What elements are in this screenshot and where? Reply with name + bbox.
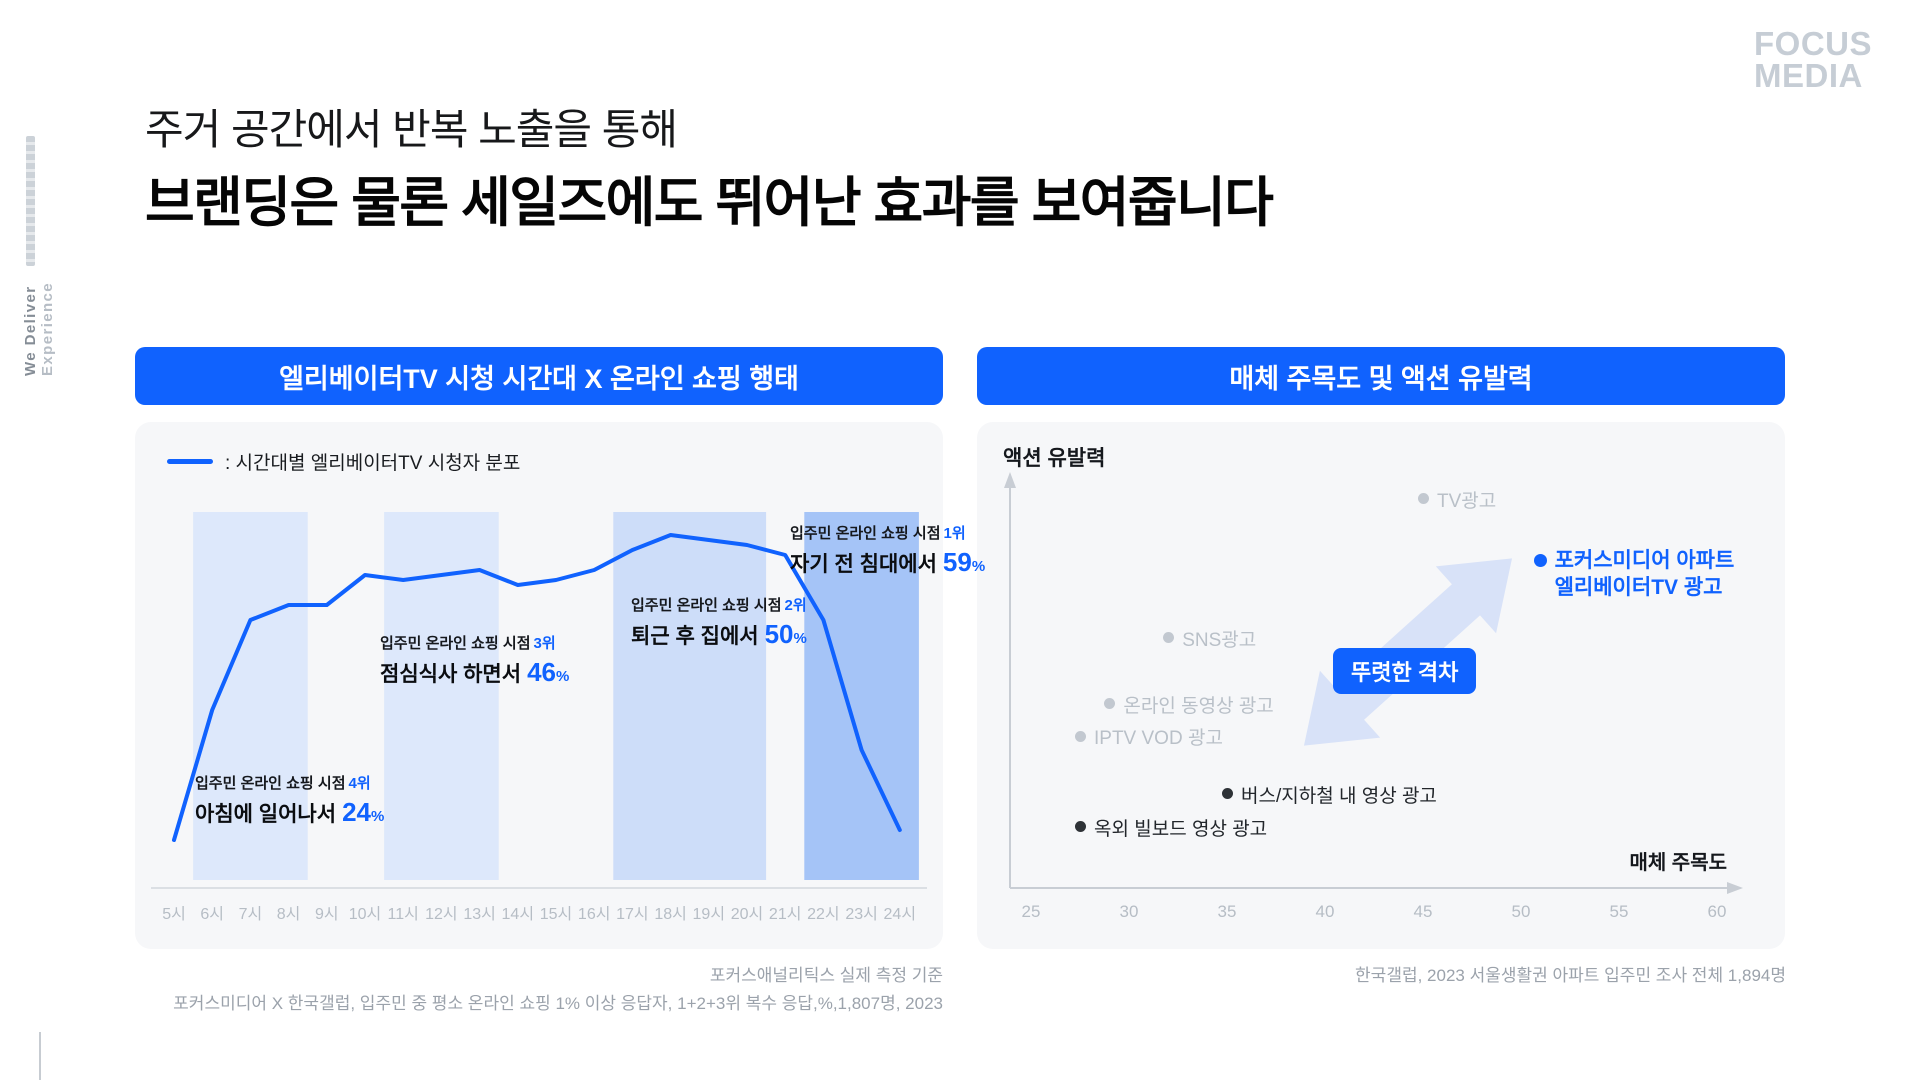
slide-subtitle: 주거 공간에서 반복 노출을 통해: [145, 106, 678, 153]
x-tick-label: 18시: [654, 906, 687, 923]
annotation-title: 입주민 온라인 쇼핑 시점 4위: [195, 775, 371, 792]
logo-line-1: FOCUS: [1754, 25, 1872, 62]
line-chart: [151, 512, 927, 889]
slide-title: 브랜딩은 물론 세일즈에도 뛰어난 효과를 보여줍니다: [145, 173, 1274, 233]
annotation-title: 입주민 온라인 쇼핑 시점 2위: [631, 597, 807, 614]
scatter-point: [1417, 493, 1429, 504]
x-tick-label: 24시: [883, 906, 917, 923]
x-tick-label: 25: [1021, 902, 1041, 921]
scatter-point: [1221, 788, 1233, 800]
scatter-point-label: 옥외 빌보드 영상 광고: [1094, 818, 1268, 840]
rail-text-experience: Experience: [39, 281, 56, 376]
annotation-title: 입주민 온라인 쇼핑 시점 1위: [790, 525, 966, 542]
x-tick-label: 35: [1217, 902, 1237, 921]
x-tick-label: 55: [1609, 902, 1629, 921]
legend-label: : 시간대별 엘리베이터TV 시청자 분포: [225, 453, 521, 474]
x-axis-arrowhead: [1727, 882, 1743, 894]
scatter-point-label: IPTV VOD 광고: [1094, 728, 1223, 750]
side-rail-text: We Deliver Experience: [22, 26, 56, 376]
scatter-point-label: SNS광고: [1182, 629, 1257, 651]
shopping-annotation-rank4: 입주민 온라인 쇼핑 시점 4위 아침에 일어나서 24%: [195, 772, 384, 828]
highlight-band: [804, 512, 919, 880]
footnote-line: 포커스애널리틱스 실제 측정 기준: [709, 966, 943, 985]
x-tick-label: 30: [1119, 902, 1139, 921]
scatter-point-label: TV광고: [1437, 490, 1497, 512]
chart-legend: : 시간대별 엘리베이터TV 시청자 분포: [167, 448, 520, 475]
x-tick-label: 50: [1511, 902, 1531, 921]
x-tick-label: 12시: [425, 906, 458, 923]
x-axis-ticks: 5시 6시 7시 8시 9시 10시 11시 12시 13시 14시 15시 16시 17시 18시 19시…: [135, 900, 943, 930]
x-tick-label: 10시: [348, 906, 382, 923]
viewer-distribution-line: [172, 533, 902, 842]
x-tick-label: 8시: [276, 906, 301, 923]
annotation-value: 점심식사 하면서 46%: [380, 657, 570, 687]
x-tick-label: 60: [1707, 902, 1727, 921]
x-tick-label: 19시: [692, 906, 726, 923]
x-tick-label: 23시: [845, 906, 878, 923]
scatter-point: [1103, 698, 1115, 709]
annotation-value: 자기 전 침대에서 59%: [790, 547, 986, 577]
x-tick-label: 17시: [616, 906, 649, 923]
x-tick-label: 9시: [314, 906, 339, 923]
x-tick-label: 40: [1315, 902, 1335, 921]
y-axis-arrowhead: [1004, 472, 1016, 488]
left-panel-footnote: 포커스애널리틱스 실제 측정 기준 포커스미디어 X 한국갤럽, 입주민 중 평…: [173, 962, 943, 1018]
x-tick-label: 6시: [200, 906, 224, 923]
x-tick-label: 14시: [501, 906, 535, 923]
shopping-annotation-rank3: 입주민 온라인 쇼핑 시점 3위 점심식사 하면서 46%: [380, 632, 569, 688]
side-rail: We Deliver Experience: [22, 26, 56, 376]
footnote-line: 포커스미디어 X 한국갤럽, 입주민 중 평소 온라인 쇼핑 1% 이상 응답자…: [173, 994, 943, 1014]
legend-line-swatch: [167, 459, 213, 464]
x-tick-label: 20시: [730, 906, 764, 923]
scatter-point-label: 버스/지하철 내 영상 광고: [1241, 785, 1437, 807]
scatter-axes: [1004, 472, 1743, 894]
x-tick-label: 45: [1413, 902, 1433, 921]
annotation-title: 입주민 온라인 쇼핑 시점 3위: [380, 635, 556, 652]
annotation-value: 아침에 일어나서 24%: [195, 797, 385, 827]
x-tick-label: 11시: [387, 906, 419, 923]
left-panel-header: 엘리베이터TV 시청 시간대 X 온라인 쇼핑 행태: [135, 347, 943, 405]
x-tick-label: 21시: [768, 906, 802, 923]
redacted-text: [26, 135, 36, 266]
highlight-band: [384, 512, 499, 880]
x-tick-label: 15시: [539, 906, 573, 923]
gap-badge: 뚜렷한 격차: [1333, 648, 1477, 694]
y-axis-label: 액션 유발력: [1003, 447, 1106, 470]
scatter-point-label: 온라인 동영상 광고: [1123, 695, 1274, 717]
highlight-band: [613, 512, 767, 880]
right-panel-header: 매체 주목도 및 액션 유발력: [977, 347, 1785, 405]
highlight-band: [193, 512, 308, 880]
x-tick-label: 22시: [807, 906, 840, 923]
rail-text-we-deliver: We Deliver: [22, 285, 39, 376]
x-tick-label: 5시: [162, 906, 186, 923]
logo-line-2: MEDIA: [1754, 57, 1863, 95]
x-tick-label: 16시: [577, 906, 611, 923]
scatter-point: [1534, 553, 1548, 567]
scatter-point-label: 포커스미디어 아파트 엘리베이터TV 광고: [1554, 549, 1735, 600]
annotation-value: 퇴근 후 집에서 50%: [631, 619, 807, 649]
scatter-point: [1074, 821, 1086, 832]
focus-media-logo: FOCUS MEDIA: [1754, 25, 1872, 95]
shopping-annotation-rank1: 입주민 온라인 쇼핑 시점 1위 자기 전 침대에서 59%: [790, 522, 985, 578]
left-margin-line: [39, 1032, 41, 1080]
left-panel: : 시간대별 엘리베이터TV 시청자 분포 5시 6시 7시 8시 9시 10시 11시 12…: [135, 422, 985, 949]
shopping-annotation-rank2: 입주민 온라인 쇼핑 시점 2위 퇴근 후 집에서 50%: [631, 594, 807, 650]
x-tick-label: 13시: [463, 906, 496, 923]
x-axis-label: 매체 주목도: [1629, 852, 1727, 874]
right-panel-footnote: 한국갤럽, 2023 서울생활권 아파트 입주민 조사 전체 1,894명: [1355, 966, 1786, 985]
x-tick-label: 7시: [238, 906, 263, 923]
scatter-point: [1074, 730, 1086, 742]
scatter-point: [1162, 632, 1174, 644]
